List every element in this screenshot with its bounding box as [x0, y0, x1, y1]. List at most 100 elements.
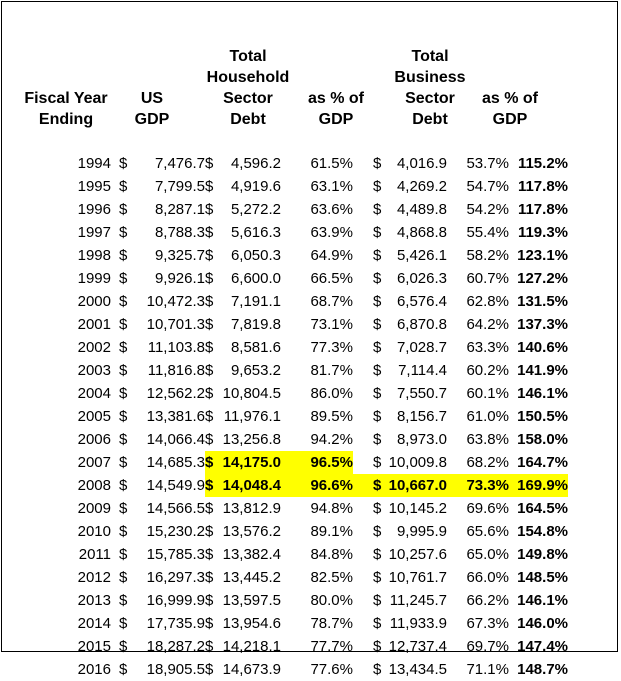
gdp-cell: 16,999.9: [146, 592, 205, 609]
household-pct-cell: 63.1%: [310, 178, 353, 195]
business-currency: $: [373, 615, 382, 632]
gdp-currency: $: [119, 546, 128, 563]
gdp-currency: $: [119, 178, 128, 195]
household-currency: $: [205, 546, 214, 563]
year-cell: 2009: [77, 500, 111, 517]
gdp-currency: $: [119, 293, 128, 310]
gdp-cell: 11,816.8: [147, 362, 205, 379]
business-pct-cell: 66.2%: [466, 592, 509, 609]
year-cell: 1994: [77, 155, 111, 172]
gdp-cell: 14,566.5: [146, 500, 205, 517]
household-debt-cell: 14,673.9: [222, 661, 281, 678]
gdp-currency: $: [119, 247, 128, 264]
row-spacer: [353, 612, 373, 635]
total-pct-cell: 164.5%: [517, 500, 568, 517]
row-spacer: [353, 267, 373, 290]
business-currency: $: [373, 224, 382, 241]
row-spacer: [281, 612, 293, 635]
row-spacer: [353, 405, 373, 428]
business-currency: $: [373, 201, 382, 218]
business-pct-cell: 62.8%: [466, 293, 509, 310]
household-currency: $: [205, 270, 214, 287]
row-spacer: [111, 405, 119, 428]
household-currency: $: [205, 638, 214, 655]
row-spacer: [2, 290, 47, 313]
gdp-cell: 8,287.1: [154, 201, 205, 218]
household-debt-cell: 10,804.5: [222, 385, 281, 402]
household-currency: $: [205, 500, 214, 517]
business-currency: $: [373, 385, 382, 402]
household-pct-cell: 66.5%: [310, 270, 353, 287]
business-debt-cell: 8,156.7: [396, 408, 447, 425]
business-pct-cell: 66.0%: [466, 569, 509, 586]
business-debt-cell: 9,995.9: [396, 523, 447, 540]
row-spacer: [353, 198, 373, 221]
row-spacer: [111, 474, 119, 497]
business-currency: $: [373, 661, 382, 678]
year-cell: 1996: [77, 201, 111, 218]
row-spacer: [111, 175, 119, 198]
household-debt-cell: 6,050.3: [230, 247, 281, 264]
household-pct-cell: 96.6%: [293, 474, 353, 497]
table-row: 2002 $11,103.8 $8,581.6 77.3% $7,028.7 63.3% 1…: [2, 336, 568, 359]
year-cell: 2004: [77, 385, 111, 402]
row-spacer: [111, 382, 119, 405]
year-cell: 1997: [77, 224, 111, 241]
header-business-debt-line1: Total: [411, 48, 449, 65]
gdp-cell: 14,066.4: [146, 431, 205, 448]
household-pct-cell: 73.1%: [310, 316, 353, 333]
row-spacer: [2, 589, 47, 612]
gdp-cell: 15,230.2: [146, 523, 205, 540]
business-debt-cell: 13,434.5: [388, 661, 447, 678]
business-currency: $: [373, 454, 382, 471]
row-spacer: [2, 428, 47, 451]
household-pct-cell: 89.1%: [310, 523, 353, 540]
business-debt-cell: 6,026.3: [396, 270, 447, 287]
household-currency: $: [205, 201, 214, 218]
header-fiscal-year-line2: Ending: [38, 111, 94, 128]
business-pct-cell: 60.1%: [466, 385, 509, 402]
row-spacer: [447, 336, 455, 359]
header-household-debt-line4: Debt: [230, 111, 266, 128]
business-pct-cell: 65.0%: [466, 546, 509, 563]
header-business-debt-line4: Debt: [412, 111, 448, 128]
household-currency: $: [205, 339, 214, 356]
business-debt-cell: 4,016.9: [396, 155, 447, 172]
business-pct-cell: 71.1%: [466, 661, 509, 678]
household-debt-cell: 4,596.2: [230, 155, 281, 172]
row-spacer: [2, 405, 47, 428]
year-cell: 2001: [77, 316, 111, 333]
table-row: 2008 $14,549.9 $14,048.4 96.6% $10,667.0 73.3…: [2, 474, 568, 497]
row-spacer: [2, 543, 47, 566]
year-cell: 1995: [77, 178, 111, 195]
household-pct-cell: 77.6%: [310, 661, 353, 678]
business-pct-cell: 64.2%: [466, 316, 509, 333]
business-currency: $: [373, 293, 382, 310]
gdp-cell: 15,785.3: [146, 546, 205, 563]
row-spacer: [2, 336, 47, 359]
row-spacer: [447, 428, 455, 451]
table-row: 2009 $14,566.5 $13,812.9 94.8% $10,145.2 69.6…: [2, 497, 568, 520]
gdp-cell: 10,701.3: [146, 316, 205, 333]
row-spacer: [353, 428, 373, 451]
business-currency: $: [373, 638, 382, 655]
header-us-gdp-line2: GDP: [134, 111, 170, 128]
household-debt-cell: 9,653.2: [230, 362, 281, 379]
row-spacer: [111, 451, 119, 474]
debt-table: 1994 $7,476.7 $4,596.2 61.5% $4,016.9 53.7% 11…: [2, 152, 568, 681]
row-spacer: [281, 543, 293, 566]
header-us-gdp-line1: US: [140, 90, 164, 107]
gdp-cell: 13,381.6: [146, 408, 205, 425]
business-debt-cell: 4,269.2: [396, 178, 447, 195]
household-currency: $: [205, 523, 214, 540]
row-spacer: [281, 175, 293, 198]
year-cell: 1998: [77, 247, 111, 264]
header-business-pct-line1: as % of: [481, 90, 538, 107]
year-cell: 2014: [77, 615, 111, 632]
row-spacer: [2, 267, 47, 290]
gdp-currency: $: [119, 500, 128, 517]
row-spacer: [2, 612, 47, 635]
table-row: 2014 $17,735.9 $13,954.6 78.7% $11,933.9 67.3…: [2, 612, 568, 635]
row-spacer: [281, 474, 293, 497]
gdp-currency: $: [119, 270, 128, 287]
